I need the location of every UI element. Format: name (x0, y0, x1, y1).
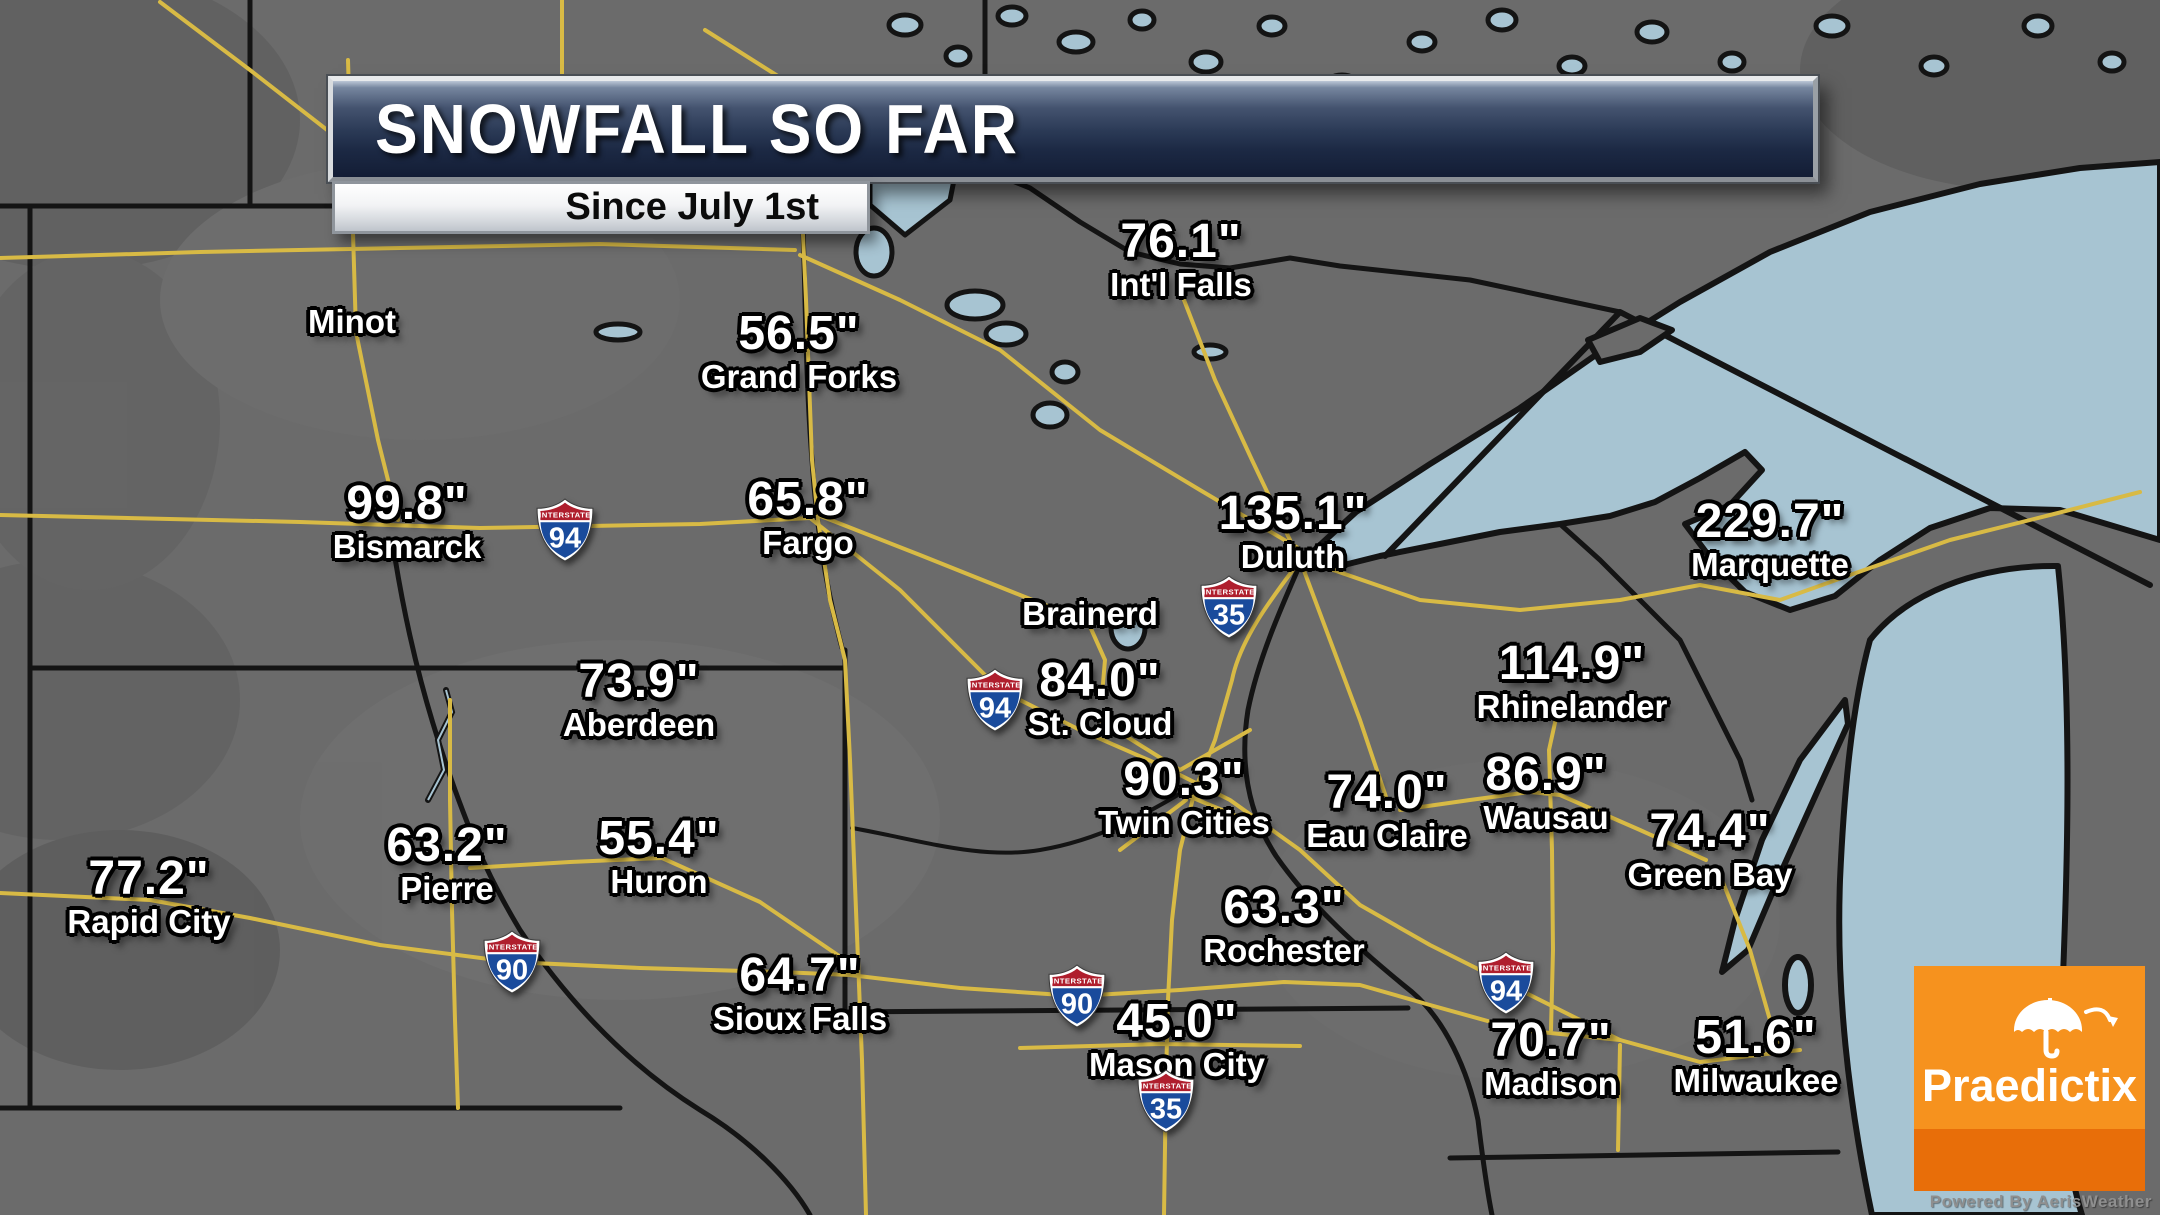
city-name: Fargo (762, 524, 854, 561)
svg-text:INTERSTATE: INTERSTATE (1203, 588, 1255, 597)
banner-subtitle: Since July 1st (565, 186, 819, 228)
station-label: Minot (308, 303, 396, 338)
city-name: Wausau (1483, 799, 1609, 836)
snowfall-value: 114.9" (1498, 637, 1646, 690)
praedictix-logo: Praedictix (1914, 966, 2145, 1191)
snowfall-value: 99.8" (346, 477, 468, 530)
station-label: 70.7" Madison (1484, 1014, 1618, 1102)
svg-text:INTERSTATE: INTERSTATE (1051, 977, 1103, 986)
station-label: 56.5" Grand Forks (700, 307, 898, 395)
snowfall-value: 73.9" (578, 655, 700, 708)
station-label: 135.1" Duluth (1218, 487, 1368, 575)
interstate-shield: INTERSTATE 35 (1199, 574, 1259, 640)
logo-color-band (1914, 1129, 2145, 1191)
station-label: 74.0" Eau Claire (1306, 766, 1468, 854)
interstate-shield: INTERSTATE 35 (1136, 1068, 1196, 1134)
svg-text:90: 90 (496, 955, 528, 987)
city-name: Mason City (1088, 1046, 1266, 1083)
station-label: 99.8" Bismarck (332, 477, 482, 565)
city-name: Minot (308, 303, 396, 340)
snowfall-value: 51.6" (1695, 1011, 1817, 1064)
snowfall-value: 74.4" (1649, 805, 1771, 858)
city-name: Huron (610, 863, 708, 900)
station-label: 76.1" Int'l Falls (1110, 215, 1252, 303)
snowfall-value: 74.0" (1326, 766, 1448, 819)
city-name: Milwaukee (1673, 1062, 1839, 1099)
snowfall-value: 63.3" (1223, 881, 1345, 934)
city-name: Pierre (400, 870, 494, 907)
snowfall-value: 70.7" (1490, 1014, 1612, 1067)
station-label: 90.3" Twin Cities (1098, 753, 1270, 841)
city-name: Sioux Falls (712, 1000, 888, 1037)
banner-title: SNOWFALL SO FAR (375, 90, 1019, 168)
svg-text:94: 94 (549, 523, 581, 555)
city-name: Madison (1484, 1065, 1618, 1102)
svg-text:INTERSTATE: INTERSTATE (539, 511, 591, 520)
station-label: 65.8" Fargo (747, 473, 869, 561)
attribution-text: Powered By AerisWeather (1929, 1192, 2152, 1211)
city-name: Bismarck (332, 528, 482, 565)
svg-text:35: 35 (1213, 600, 1245, 632)
interstate-shield: INTERSTATE 94 (965, 667, 1025, 733)
station-label: 86.9" Wausau (1483, 748, 1609, 836)
interstate-shield: INTERSTATE 94 (1476, 950, 1536, 1016)
svg-text:94: 94 (979, 693, 1011, 725)
snowfall-value: 55.4" (598, 812, 720, 865)
station-label: 114.9" Rhinelander (1476, 637, 1668, 725)
station-label: 84.0" St. Cloud (1027, 654, 1173, 742)
city-name: Rhinelander (1476, 688, 1668, 725)
city-name: Green Bay (1627, 856, 1793, 893)
snowfall-value: 90.3" (1123, 753, 1245, 806)
station-label: 45.0" Mason City (1088, 995, 1266, 1083)
city-name: Twin Cities (1098, 804, 1270, 841)
snowfall-value: 229.7" (1695, 495, 1845, 548)
station-label: Brainerd (1022, 595, 1158, 630)
city-name: St. Cloud (1027, 705, 1173, 742)
interstate-shield: INTERSTATE 90 (482, 929, 542, 995)
snowfall-value: 84.0" (1039, 654, 1161, 707)
city-name: Rapid City (67, 903, 231, 940)
city-name: Int'l Falls (1110, 266, 1252, 303)
svg-text:90: 90 (1061, 989, 1093, 1021)
station-label: 64.7" Sioux Falls (712, 949, 888, 1037)
station-label: 55.4" Huron (598, 812, 720, 900)
svg-text:INTERSTATE: INTERSTATE (969, 681, 1021, 690)
umbrella-icon (2014, 998, 2118, 1059)
svg-text:INTERSTATE: INTERSTATE (1140, 1082, 1192, 1091)
snowfall-value: 135.1" (1218, 487, 1368, 540)
station-label: 51.6" Milwaukee (1673, 1011, 1839, 1099)
snowfall-value: 77.2" (88, 852, 210, 905)
snowfall-value: 64.7" (739, 949, 861, 1002)
city-name: Brainerd (1022, 595, 1158, 632)
city-name: Grand Forks (700, 358, 898, 395)
city-name: Aberdeen (562, 706, 716, 743)
station-label: 63.3" Rochester (1203, 881, 1365, 969)
city-name: Eau Claire (1306, 817, 1468, 854)
svg-text:INTERSTATE: INTERSTATE (486, 943, 538, 952)
city-name: Marquette (1691, 546, 1849, 583)
snowfall-value: 45.0" (1116, 995, 1238, 1048)
interstate-shield: INTERSTATE 90 (1047, 963, 1107, 1029)
city-name: Duluth (1240, 538, 1346, 575)
svg-text:INTERSTATE: INTERSTATE (1480, 964, 1532, 973)
svg-text:35: 35 (1150, 1094, 1182, 1126)
station-label: 73.9" Aberdeen (562, 655, 716, 743)
station-label: 63.2" Pierre (386, 819, 508, 907)
logo-wordmark: Praedictix (1921, 1060, 2138, 1111)
snowfall-value: 86.9" (1485, 748, 1607, 801)
station-label: 74.4" Green Bay (1627, 805, 1793, 893)
snowfall-value: 65.8" (747, 473, 869, 526)
snowfall-value: 76.1" (1120, 215, 1242, 268)
snowfall-value: 63.2" (386, 819, 508, 872)
interstate-shield: INTERSTATE 94 (535, 497, 595, 563)
subtitle-box: Since July 1st (332, 181, 870, 234)
station-label: 229.7" Marquette (1691, 495, 1849, 583)
svg-text:94: 94 (1490, 976, 1522, 1008)
station-label: 77.2" Rapid City (67, 852, 231, 940)
snowfall-value: 56.5" (738, 307, 860, 360)
city-name: Rochester (1203, 932, 1365, 969)
title-banner: SNOWFALL SO FAR (328, 76, 1818, 182)
